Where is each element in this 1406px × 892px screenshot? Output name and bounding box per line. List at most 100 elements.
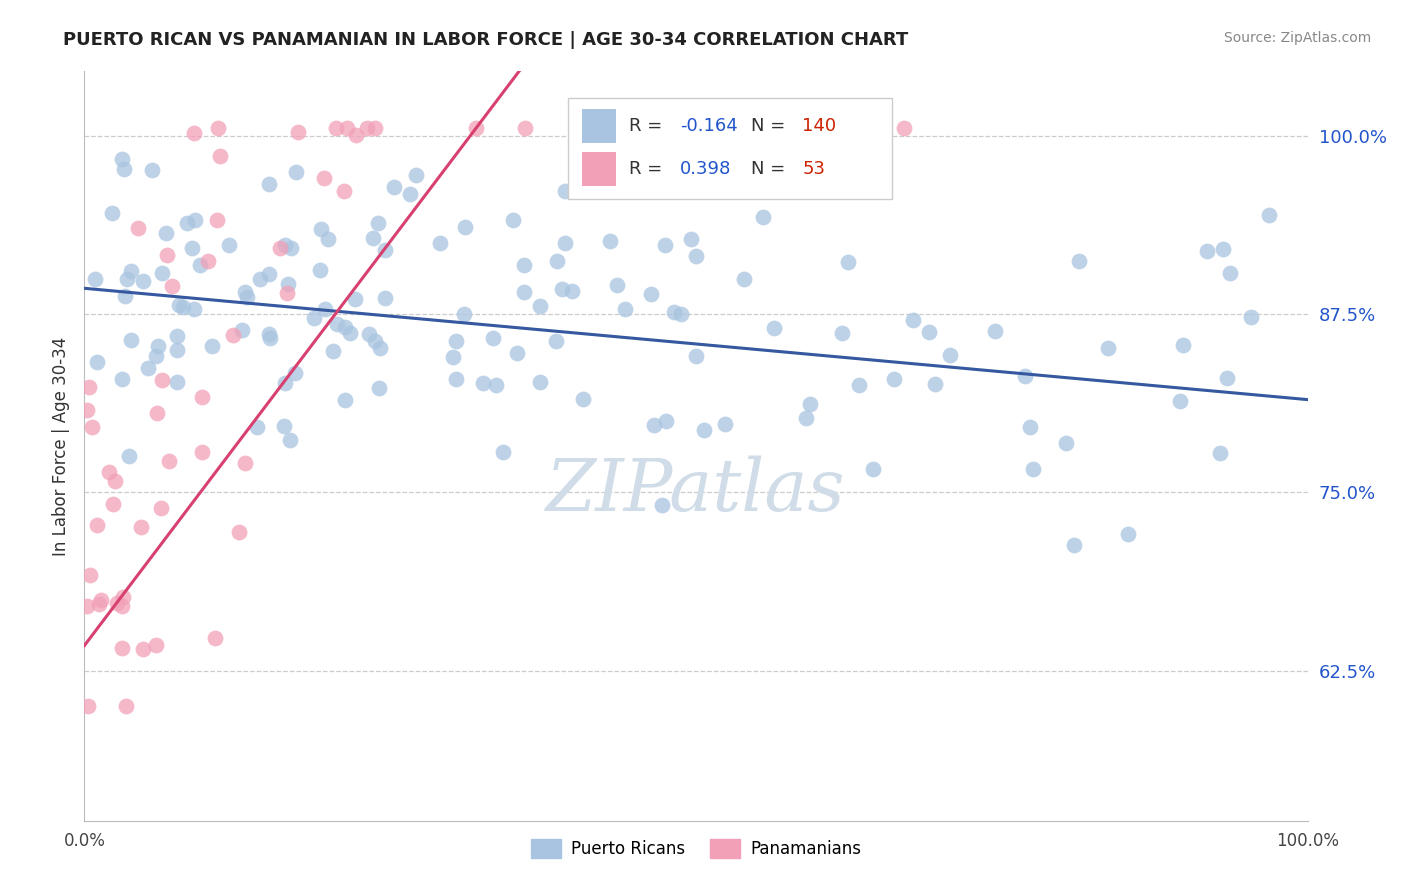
Point: [1212, 242, 1234, 256]
Point: [316, 232, 339, 246]
Point: [1195, 244, 1218, 258]
Point: [693, 423, 716, 437]
Point: [752, 211, 775, 225]
Point: [454, 219, 477, 234]
Point: [166, 343, 188, 357]
Point: [709, 121, 731, 136]
Point: [152, 373, 174, 387]
Point: [1170, 394, 1192, 409]
Point: [356, 121, 378, 136]
Point: [284, 366, 307, 380]
Point: [120, 334, 142, 348]
Point: [274, 238, 297, 252]
Point: [150, 501, 173, 516]
Point: [312, 171, 335, 186]
Point: [984, 324, 1007, 338]
Point: [180, 241, 202, 255]
Point: [274, 376, 297, 390]
Point: [76, 403, 98, 417]
Point: [188, 258, 211, 272]
FancyBboxPatch shape: [568, 97, 891, 199]
Point: [575, 159, 598, 173]
Point: [278, 433, 301, 447]
Point: [917, 326, 939, 340]
Point: [655, 414, 678, 428]
Point: [311, 222, 333, 236]
Point: [249, 272, 271, 286]
Point: [277, 277, 299, 291]
Point: [546, 254, 568, 268]
Point: [259, 326, 281, 341]
Point: [903, 313, 925, 327]
Point: [485, 377, 508, 392]
Point: [86, 355, 108, 369]
Point: [685, 349, 707, 363]
Point: [111, 599, 134, 613]
Point: [205, 213, 228, 227]
Point: [111, 641, 134, 656]
Point: [640, 287, 662, 301]
Point: [364, 334, 387, 349]
Point: [893, 121, 915, 136]
Point: [794, 410, 817, 425]
Point: [441, 351, 464, 365]
Point: [335, 320, 357, 334]
Point: [513, 285, 536, 299]
Point: [76, 699, 98, 714]
Point: [77, 380, 100, 394]
Point: [302, 310, 325, 325]
Point: [83, 272, 105, 286]
Bar: [582, 109, 616, 143]
Point: [339, 326, 361, 340]
Point: [183, 126, 205, 140]
Point: [111, 591, 134, 605]
Point: [613, 301, 636, 316]
Point: [481, 331, 503, 345]
Point: [382, 180, 405, 194]
Point: [280, 241, 302, 255]
Point: [363, 231, 385, 245]
Point: [446, 372, 468, 386]
Point: [654, 237, 676, 252]
Point: [1215, 371, 1237, 385]
Point: [1063, 538, 1085, 552]
Text: PUERTO RICAN VS PANAMANIAN IN LABOR FORCE | AGE 30-34 CORRELATION CHART: PUERTO RICAN VS PANAMANIAN IN LABOR FORC…: [63, 31, 908, 49]
Point: [1067, 254, 1090, 268]
Point: [145, 350, 167, 364]
Point: [157, 454, 180, 468]
Point: [651, 498, 673, 512]
Legend: Puerto Ricans, Panamanians: Puerto Ricans, Panamanians: [524, 832, 868, 864]
Point: [208, 149, 231, 163]
Point: [150, 266, 173, 280]
Point: [664, 305, 686, 319]
Point: [131, 519, 153, 533]
Point: [160, 279, 183, 293]
Point: [101, 497, 124, 511]
Point: [111, 153, 134, 167]
Point: [90, 592, 112, 607]
Point: [714, 417, 737, 432]
Point: [117, 450, 139, 464]
Text: 53: 53: [803, 160, 825, 178]
Point: [399, 187, 422, 202]
Text: N =: N =: [751, 160, 786, 178]
Point: [111, 372, 134, 386]
Text: R =: R =: [628, 117, 668, 135]
Point: [228, 525, 250, 540]
Text: 140: 140: [803, 117, 837, 135]
Point: [284, 165, 307, 179]
Point: [1209, 446, 1232, 460]
Point: [492, 445, 515, 459]
Text: 0.398: 0.398: [681, 160, 731, 178]
Point: [799, 397, 821, 411]
Point: [233, 456, 256, 470]
Point: [145, 638, 167, 652]
Point: [1116, 527, 1139, 541]
Point: [924, 377, 946, 392]
Point: [176, 216, 198, 230]
Y-axis label: In Labor Force | Age 30-34: In Labor Force | Age 30-34: [52, 336, 70, 556]
Point: [105, 596, 128, 610]
Point: [132, 642, 155, 657]
Point: [344, 128, 367, 142]
Point: [344, 293, 367, 307]
